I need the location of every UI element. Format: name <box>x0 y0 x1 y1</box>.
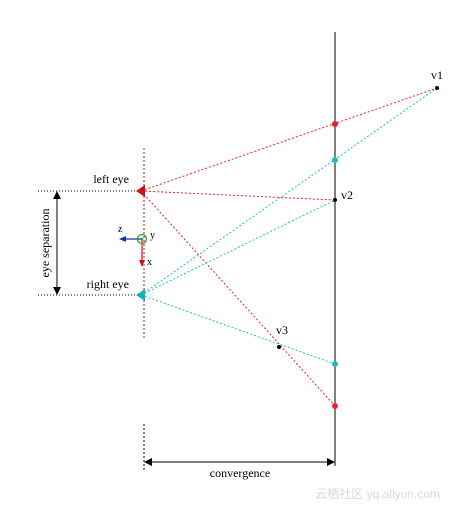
x-axis-arrowhead <box>139 260 145 267</box>
v3-label: v3 <box>276 323 288 337</box>
left-eye-marker <box>136 185 145 197</box>
axes-glyph: z y x <box>118 224 155 268</box>
left-ray-to-v2 <box>140 190 336 201</box>
eye-separation-arrowhead-top <box>53 191 61 199</box>
y-axis-circle <box>136 233 148 245</box>
left-eye-rays <box>140 87 438 407</box>
eye-separation-arrowhead-bottom <box>53 287 61 295</box>
right-ray-to-v1 <box>140 87 438 296</box>
right-ray-to-v2 <box>140 199 336 296</box>
right-eye-rays <box>140 87 438 365</box>
z-axis-arrowhead <box>119 236 126 242</box>
convergence-arrowhead-left <box>144 458 152 466</box>
left-projection-v1 <box>332 121 338 127</box>
right-ray-to-v3 <box>140 294 336 365</box>
v1-label: v1 <box>431 68 443 82</box>
vertex-v2 <box>333 198 337 202</box>
convergence-arrowhead-right <box>327 458 335 466</box>
v2-label: v2 <box>341 188 353 202</box>
y-axis-label: y <box>150 230 155 241</box>
watermark-text: 云栖社区 yq.aliyun.com <box>315 486 440 501</box>
vertex-v1 <box>435 86 439 90</box>
z-axis-label: z <box>118 224 123 235</box>
left-projection-v3 <box>332 403 338 409</box>
right-eye-marker <box>136 289 145 301</box>
convergence-label: convergence <box>210 466 270 480</box>
eye-separation-label: eye separation <box>38 209 52 278</box>
x-axis-label: x <box>147 257 152 268</box>
left-ray-to-v1 <box>140 87 438 192</box>
y-axis-dot <box>140 237 144 241</box>
right-projection-v3 <box>332 361 338 367</box>
right-projection-v1 <box>332 157 338 163</box>
left-ray-to-v3 <box>140 190 336 407</box>
right-eye-label: right eye <box>87 277 129 291</box>
vertex-v3 <box>277 345 281 349</box>
left-eye-label: left eye <box>93 172 129 186</box>
